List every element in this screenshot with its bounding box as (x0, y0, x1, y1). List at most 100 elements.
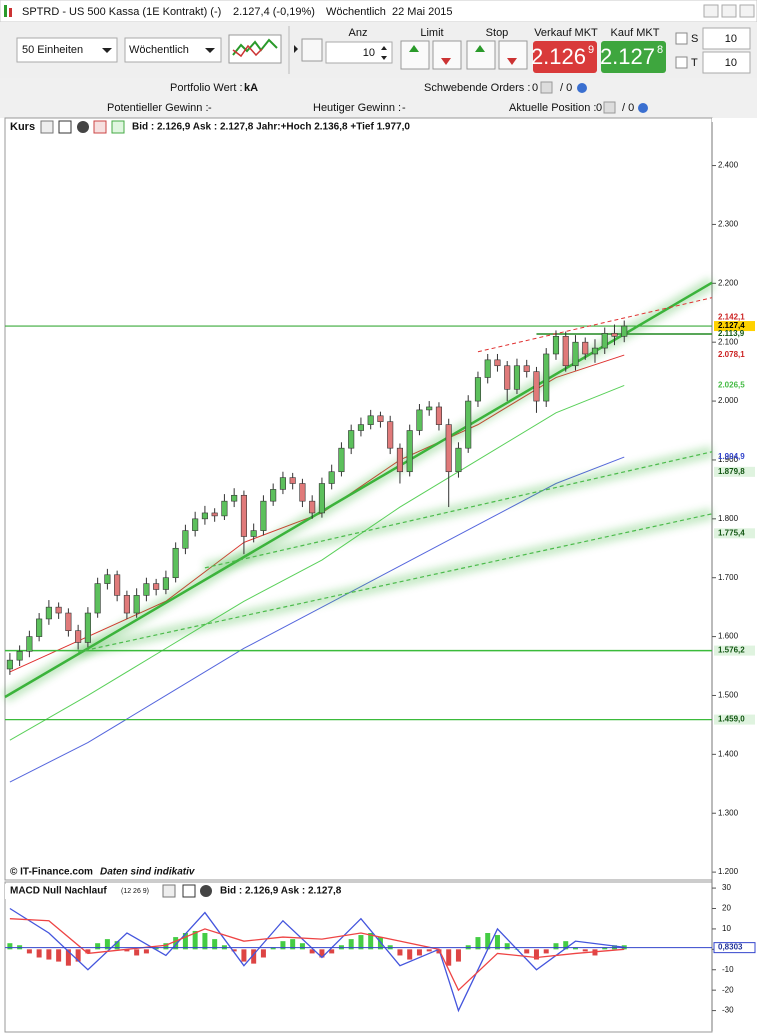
candle-body (396, 447, 403, 473)
panel-down[interactable] (93, 120, 107, 134)
price-label-bg (714, 528, 755, 539)
candle-body (543, 353, 550, 402)
panel-settings[interactable] (40, 120, 54, 134)
y-tick-label: 10 (722, 924, 731, 933)
candle-body (162, 577, 169, 590)
close-button[interactable] (739, 4, 755, 18)
position-settings[interactable] (638, 103, 648, 113)
macd-settings[interactable] (162, 884, 176, 898)
position-icon[interactable] (603, 101, 616, 114)
window-title: SPTRD - US 500 Kassa (1E Kontrakt) (-) (22, 6, 221, 18)
units-select[interactable] (16, 37, 118, 63)
macd-header: Bid : 2.126,9 Ask : 2.127,8 (220, 886, 342, 897)
s-label: S (691, 33, 698, 45)
t-checkbox[interactable] (675, 56, 688, 69)
macd-bar (504, 943, 510, 950)
macd-bar (543, 949, 549, 954)
stop-buy-button[interactable] (466, 40, 496, 70)
dropdown-arrow (102, 48, 112, 53)
candle-body (338, 447, 345, 473)
price-label: 1.904,9 (718, 452, 745, 461)
candle-body (348, 430, 355, 449)
macd-maximize[interactable] (182, 884, 196, 898)
macd-bar (553, 943, 559, 950)
candle-body (221, 500, 228, 517)
macd-bar (212, 939, 218, 950)
s-checkbox[interactable] (675, 32, 688, 45)
disclaimer: Daten sind indikativ (100, 867, 196, 878)
candle-body (299, 483, 306, 502)
s-input[interactable] (702, 27, 751, 50)
price-label: 2.078,1 (718, 350, 745, 359)
macd-close[interactable] (200, 885, 212, 897)
price-label: 2.113,9 (718, 329, 745, 338)
interval-select[interactable] (124, 37, 222, 63)
y-tick-label: 2.400 (718, 161, 739, 170)
panel-close[interactable] (77, 121, 89, 133)
y-tick-label: 2.300 (718, 220, 739, 229)
macd-bar (446, 949, 452, 966)
chart-style-icon (232, 38, 278, 56)
minimize-button[interactable] (703, 4, 719, 18)
limit-icon (409, 45, 419, 52)
portfolio-value: kA (244, 82, 258, 94)
sell-button[interactable] (533, 41, 597, 73)
macd-bar (299, 943, 305, 950)
stop-label: Stop (486, 27, 509, 39)
macd-bar (426, 949, 432, 952)
copyright: © IT-Finance.com (10, 867, 93, 878)
position-count: 0 (596, 102, 602, 114)
expand-arrow[interactable] (294, 45, 298, 53)
stop-icon (507, 58, 517, 65)
candle-body (250, 530, 257, 537)
spinner[interactable] (381, 46, 387, 60)
chart-style-icon (232, 44, 263, 58)
candle-body (182, 530, 189, 549)
candle-body (582, 341, 589, 355)
maximize-button[interactable] (721, 4, 737, 18)
macd-bar (46, 949, 52, 960)
quantity-input[interactable] (325, 41, 393, 64)
candle-body (367, 415, 374, 425)
candle-body (201, 512, 208, 520)
candle-body (36, 618, 43, 637)
macd-bar (348, 939, 354, 950)
y-tick-label: 30 (722, 883, 731, 892)
pending-settings[interactable] (577, 83, 587, 93)
limit-sell-button[interactable] (432, 40, 462, 70)
macd-bar (114, 941, 120, 950)
portfolio-label: Portfolio Wert : (170, 82, 243, 94)
macd-bar (231, 949, 237, 952)
macd-bar (290, 939, 296, 950)
window-price: 2.127,4 (-0,19%) (233, 6, 315, 18)
candle-body (65, 612, 72, 632)
buy-button[interactable] (601, 41, 666, 73)
limit-buy-button[interactable] (400, 40, 430, 70)
candle-body (533, 371, 540, 402)
y-tick-label: 1.500 (718, 691, 739, 700)
panel-up[interactable] (111, 120, 125, 134)
t-input[interactable] (702, 51, 751, 74)
candle-body (523, 365, 530, 372)
candle-body (455, 447, 462, 473)
macd-bar (329, 949, 335, 954)
pending-icon[interactable] (540, 81, 553, 94)
candle-body (601, 333, 608, 349)
stop-sell-button[interactable] (498, 40, 528, 70)
panel-title: Kurs (10, 121, 35, 133)
macd-bar (602, 947, 608, 950)
candle-body (621, 325, 628, 337)
macd-bar (280, 941, 286, 950)
y-tick-label: -30 (722, 1006, 734, 1015)
price-label-bg (714, 466, 755, 477)
app-icon (9, 8, 12, 17)
candle-body (591, 347, 599, 355)
candle-body (104, 574, 111, 584)
macd-bar (65, 949, 71, 966)
candle-body (484, 359, 491, 378)
panel-maximize[interactable] (58, 120, 72, 134)
macd-bar (124, 949, 130, 952)
limit-label: Limit (420, 27, 443, 39)
dropdown-arrow (205, 48, 215, 53)
settings-button[interactable] (301, 38, 323, 62)
